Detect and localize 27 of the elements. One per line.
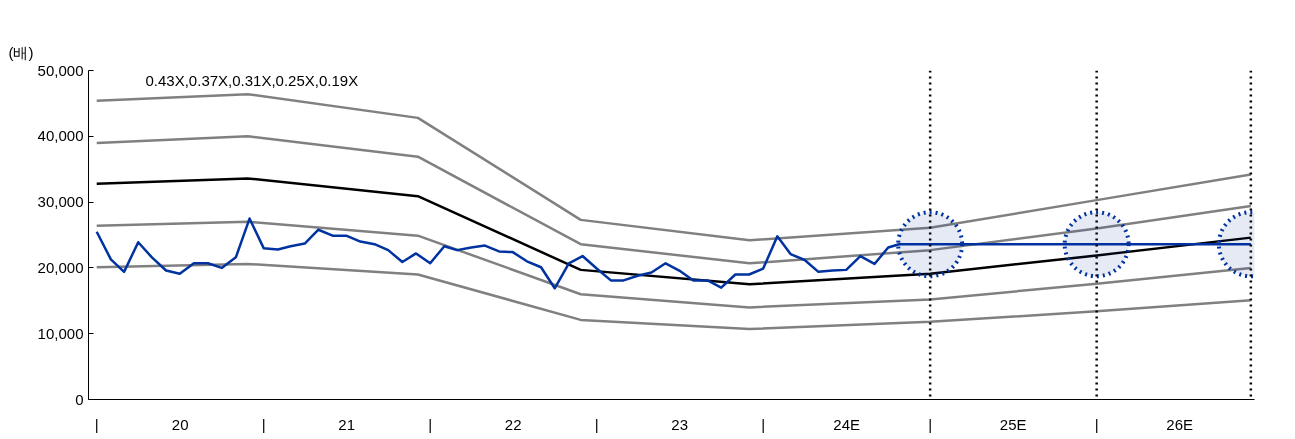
line-series xyxy=(95,262,1253,331)
x-tick-label: | xyxy=(94,415,99,433)
y-axis-title: (배) xyxy=(8,43,34,61)
y-tick-label: 30,000 xyxy=(37,193,84,211)
y-tick-label: 50,000 xyxy=(37,61,84,79)
y-tick-label: 40,000 xyxy=(37,127,84,145)
x-tick-label: 26E xyxy=(1166,415,1194,433)
y-tick-label: 0 xyxy=(75,390,84,408)
line-series xyxy=(95,217,1253,290)
x-tick-label: 21 xyxy=(338,415,356,433)
x-tick-label: | xyxy=(261,415,266,433)
line-series xyxy=(95,92,1253,242)
y-tick-label: 10,000 xyxy=(37,324,84,342)
line-series xyxy=(95,220,1253,309)
x-tick-label: | xyxy=(761,415,766,433)
x-tick-label: 25E xyxy=(999,415,1027,433)
x-tick-label: | xyxy=(428,415,433,433)
x-tick-label: | xyxy=(1094,415,1099,433)
x-tick-label: 20 xyxy=(171,415,189,433)
annotation: 0.43X,0.37X,0.31X,0.25X,0.19X xyxy=(145,71,359,89)
x-tick-label: 22 xyxy=(504,415,522,433)
x-tick-label: | xyxy=(928,415,933,433)
line-series xyxy=(95,135,1253,265)
x-tick-label: 24E xyxy=(833,415,861,433)
x-tick-label: 23 xyxy=(671,415,689,433)
x-tick-label: | xyxy=(594,415,599,433)
y-tick-label: 20,000 xyxy=(37,258,84,276)
